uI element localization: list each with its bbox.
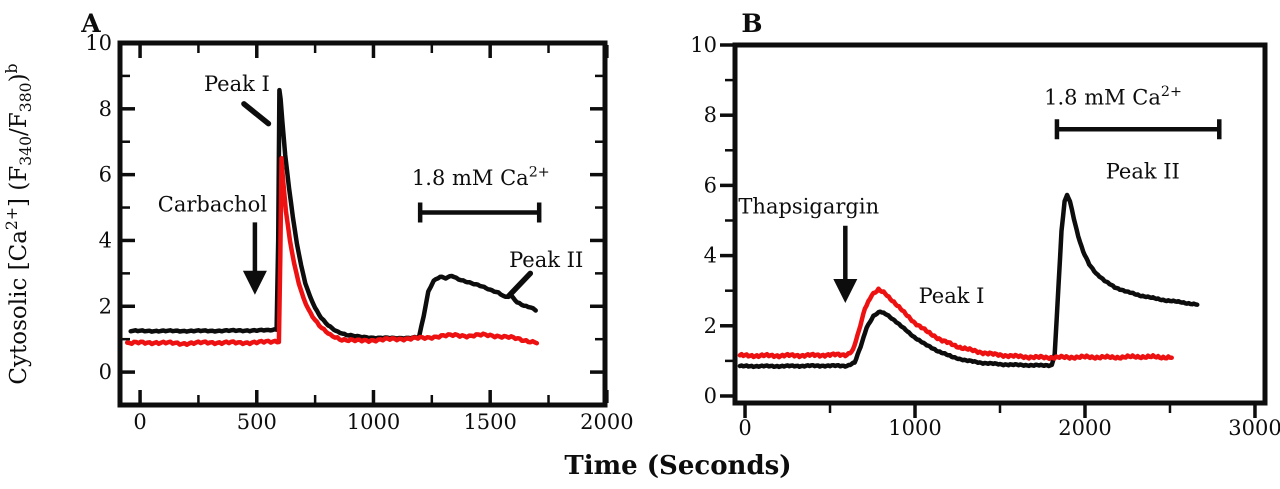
y-tick-label: 6 — [99, 163, 112, 187]
bracket-1-8-mm-ca2 — [1054, 119, 1222, 140]
bracket-1-8-mm-ca2 — [417, 202, 542, 223]
annotation-peak-i: Peak I — [204, 72, 270, 96]
black-trace — [737, 192, 1200, 370]
annotation-peak-ii: Peak II — [509, 248, 583, 272]
y-tick-label: 0 — [704, 384, 717, 408]
down-arrow-icon — [242, 270, 267, 295]
red-trace — [737, 286, 1174, 362]
x-tick-label: 500 — [237, 410, 277, 434]
bracket-label-1-8-mm-ca2: 1.8 mM Ca2+ — [1044, 84, 1182, 109]
x-tick-label: 1000 — [888, 416, 941, 440]
y-tick-label: 4 — [99, 228, 112, 252]
x-tick-label: 3000 — [1228, 416, 1280, 440]
y-axis-title: Cytosolic [Ca2+] (F340/F380)b — [2, 63, 35, 384]
panel-a: 0 500 1000 1500 2000 0 2 4 6 8 10 Peak I Carbachol 1.… — [85, 31, 633, 434]
pointer-line-peak-ii — [505, 270, 534, 300]
annotation-thapsigargin: Thapsigargin — [738, 194, 879, 218]
x-tick-label: 0 — [133, 410, 146, 434]
panel-b-label: B — [741, 9, 762, 38]
y-tick-label: 10 — [85, 31, 112, 55]
x-axis-title: Time (Seconds) — [564, 451, 791, 481]
y-tick-label: 10 — [690, 33, 717, 57]
black-trace — [128, 87, 538, 341]
y-tick-label: 0 — [99, 360, 112, 384]
red-trace — [124, 155, 540, 347]
x-tick-label: 2000 — [580, 410, 633, 434]
panel-b: 0 1000 2000 3000 0 2 4 6 8 10 Thapsigargin Peak I 1.… — [690, 33, 1280, 440]
annotation-carbachol: Carbachol — [158, 192, 268, 216]
annotation-peak-i: Peak I — [919, 284, 985, 308]
y-tick-label: 8 — [99, 97, 112, 121]
x-tick-label: 0 — [738, 416, 751, 440]
plot-frame — [732, 42, 1268, 406]
y-tick-label: 2 — [99, 294, 112, 318]
bracket-label-1-8-mm-ca2: 1.8 mM Ca2+ — [412, 165, 550, 190]
y-tick-label: 2 — [704, 314, 717, 338]
panel-a-label: A — [80, 9, 101, 38]
down-arrow-icon — [833, 278, 858, 303]
y-tick-label: 4 — [704, 244, 717, 268]
y-tick-label: 6 — [704, 173, 717, 197]
x-tick-label: 1000 — [347, 410, 400, 434]
x-tick-label: 2000 — [1058, 416, 1111, 440]
plot-frame — [117, 40, 608, 408]
x-tick-label: 1500 — [463, 410, 516, 434]
y-tick-label: 8 — [704, 103, 717, 127]
pointer-line-peak-i — [241, 101, 272, 127]
annotation-peak-ii: Peak II — [1106, 159, 1180, 183]
